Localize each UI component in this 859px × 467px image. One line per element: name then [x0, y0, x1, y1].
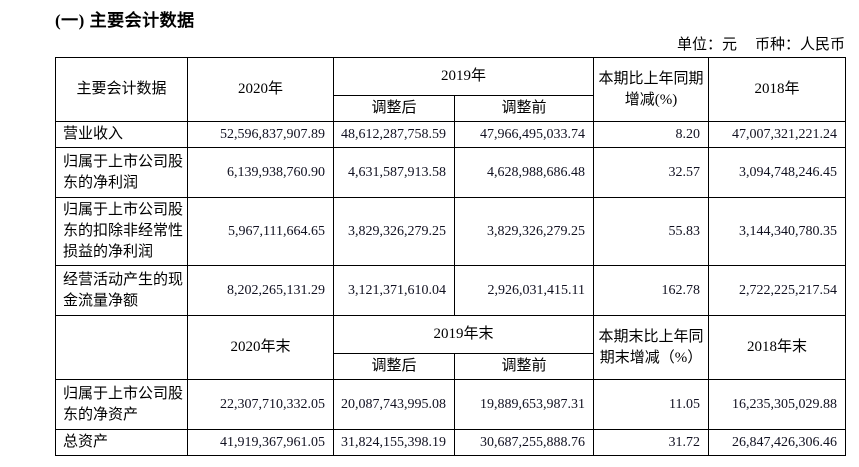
header-2018: 2018年	[708, 57, 847, 122]
value-adjusted-before: 2,926,031,415.11	[453, 265, 595, 316]
value-adjusted-after: 3,829,326,279.25	[333, 197, 455, 266]
header-2020: 2020年	[187, 57, 334, 122]
table-row-total-assets: 总资产 41,919,367,961.05 31,824,155,398.19 …	[55, 429, 847, 456]
table-row-net-assets: 归属于上市公司股东的净资产 22,307,710,332.05 20,087,7…	[55, 379, 847, 430]
value-adjusted-after: 4,631,587,913.58	[333, 147, 455, 198]
value-2020: 52,596,837,907.89	[187, 121, 334, 148]
row-label: 总资产	[55, 429, 188, 456]
header-adjusted-before: 调整前	[453, 95, 595, 122]
value-2018: 47,007,321,221.24	[708, 121, 847, 148]
annual-header-row: 主要会计数据 2020年 2019年 本期比上年同期增减(%) 2018年	[55, 57, 847, 122]
value-2018: 26,847,426,306.46	[708, 429, 847, 456]
value-2018: 2,722,225,217.54	[708, 265, 847, 316]
header-adjusted-after: 调整后	[333, 353, 455, 380]
value-adjusted-before: 4,628,988,686.48	[453, 147, 595, 198]
value-change: 8.20	[593, 121, 710, 148]
value-change: 55.83	[593, 197, 710, 266]
value-2020: 41,919,367,961.05	[187, 429, 334, 456]
value-2020: 22,307,710,332.05	[187, 379, 334, 430]
value-change: 11.05	[593, 379, 710, 430]
row-label: 归属于上市公司股东的净利润	[55, 147, 188, 198]
row-label: 归属于上市公司股东的净资产	[55, 379, 188, 430]
main-accounting-data-table: 主要会计数据 2020年 2019年 本期比上年同期增减(%) 2018年 调整…	[55, 57, 847, 456]
table-row-revenue: 营业收入 52,596,837,907.89 48,612,287,758.59…	[55, 121, 847, 148]
unit-currency-note: 单位：元 币种：人民币	[677, 33, 845, 54]
value-change: 32.57	[593, 147, 710, 198]
value-adjusted-before: 3,829,326,279.25	[453, 197, 595, 266]
header-2019-end: 2019年末	[332, 315, 595, 354]
value-2018: 16,235,305,029.88	[708, 379, 847, 430]
row-label: 营业收入	[55, 121, 188, 148]
table-row-operating-cash-flow: 经营活动产生的现金流量净额 8,202,265,131.29 3,121,371…	[55, 265, 847, 316]
value-adjusted-after: 20,087,743,995.08	[333, 379, 455, 430]
header-adjusted-after: 调整后	[333, 95, 455, 122]
value-adjusted-before: 30,687,255,888.76	[453, 429, 595, 456]
table-row-net-profit: 归属于上市公司股东的净利润 6,139,938,760.90 4,631,587…	[55, 147, 847, 198]
value-2020: 5,967,111,664.65	[187, 197, 334, 266]
header-2019: 2019年	[332, 57, 595, 96]
value-2018: 3,094,748,246.45	[708, 147, 847, 198]
header-2018-end: 2018年末	[708, 315, 847, 380]
header-item: 主要会计数据	[55, 57, 188, 122]
value-change: 162.78	[593, 265, 710, 316]
value-2018: 3,144,340,780.35	[708, 197, 847, 266]
period-end-subheader-row: 调整后 调整前	[56, 353, 846, 380]
currency-label: 币种：人民币	[754, 37, 845, 53]
header-item-empty	[55, 315, 188, 380]
row-label: 经营活动产生的现金流量净额	[55, 265, 188, 316]
section-title: (一) 主要会计数据	[55, 11, 195, 30]
value-adjusted-after: 48,612,287,758.59	[333, 121, 455, 148]
header-change-end: 本期末比上年同期末增减（%）	[593, 315, 710, 380]
header-adjusted-before: 调整前	[453, 353, 595, 380]
header-2020-end: 2020年末	[187, 315, 334, 380]
value-adjusted-after: 3,121,371,610.04	[333, 265, 455, 316]
value-change: 31.72	[593, 429, 710, 456]
period-end-header-row: 2020年末 2019年末 本期末比上年同期末增减（%） 2018年末	[55, 315, 847, 380]
value-adjusted-before: 19,889,653,987.31	[453, 379, 595, 430]
table-row-net-profit-excl-nonrecurring: 归属于上市公司股东的扣除非经常性损益的净利润 5,967,111,664.65 …	[55, 197, 847, 266]
annual-subheader-row: 调整后 调整前	[56, 95, 846, 122]
unit-label: 单位：元	[676, 37, 737, 53]
value-2020: 8,202,265,131.29	[187, 265, 334, 316]
value-adjusted-before: 47,966,495,033.74	[453, 121, 595, 148]
value-adjusted-after: 31,824,155,398.19	[333, 429, 455, 456]
row-label: 归属于上市公司股东的扣除非经常性损益的净利润	[55, 197, 188, 266]
value-2020: 6,139,938,760.90	[187, 147, 334, 198]
header-change: 本期比上年同期增减(%)	[593, 57, 710, 122]
